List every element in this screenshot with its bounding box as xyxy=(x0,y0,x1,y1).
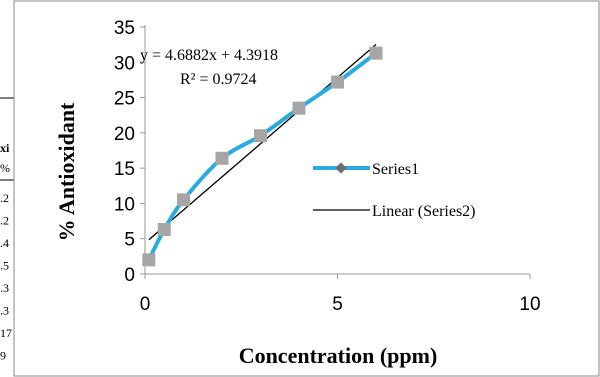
y-tick-label: 10 xyxy=(114,194,135,215)
table-cell-fragment: .3 xyxy=(0,304,9,318)
table-cell-fragment: .3 xyxy=(0,281,9,295)
y-axis-title: % Antioxidant xyxy=(54,102,79,241)
trendline-equation: y = 4.6882x + 4.3918 xyxy=(140,47,278,64)
chart-area xyxy=(13,0,600,377)
x-axis-title: Concentration (ppm) xyxy=(239,343,438,368)
legend-series1-marker xyxy=(335,162,347,174)
legend-trendline-label: Linear (Series2) xyxy=(372,203,476,220)
y-tick-label: 5 xyxy=(124,230,135,251)
series1-data-point xyxy=(369,46,383,60)
r-squared-label: R² = 0.9724 xyxy=(180,71,257,88)
legend-series1-label: Series1 xyxy=(372,161,419,178)
table-cell-fragment: .2 xyxy=(0,191,9,205)
series1-data-point xyxy=(142,253,156,267)
table-cell-fragment: .5 xyxy=(0,259,9,273)
y-tick-label: 15 xyxy=(114,159,135,180)
table-header-fragment: % xyxy=(0,161,10,175)
x-tick-label: 10 xyxy=(519,294,540,315)
legend: Series1 Linear (Series2) xyxy=(313,161,476,220)
series1-data-point xyxy=(157,223,171,237)
table-cell-fragment: 17 xyxy=(0,326,12,340)
series1-data-point xyxy=(292,101,306,115)
series1-data-point xyxy=(177,193,190,207)
x-tick-label: 5 xyxy=(332,294,343,315)
series1-data-point xyxy=(331,75,344,89)
x-tick-label: 0 xyxy=(140,294,151,315)
series1-data-point xyxy=(215,151,229,165)
y-tick-label: 30 xyxy=(114,53,135,74)
table-header-fragment: xi xyxy=(0,141,10,155)
y-tick-label: 25 xyxy=(114,89,135,110)
y-tick-label: 20 xyxy=(114,124,135,145)
table-cell-fragment: .2 xyxy=(0,214,9,228)
background-table: xi % .2 .2 .4 .5 .3 .3 17 9 xyxy=(0,97,14,363)
y-tick-label: 0 xyxy=(124,265,135,286)
table-cell-fragment: .4 xyxy=(0,236,9,250)
series1-data-point xyxy=(254,129,267,143)
table-cell-fragment: 9 xyxy=(0,349,6,363)
y-tick-label: 35 xyxy=(114,18,135,39)
